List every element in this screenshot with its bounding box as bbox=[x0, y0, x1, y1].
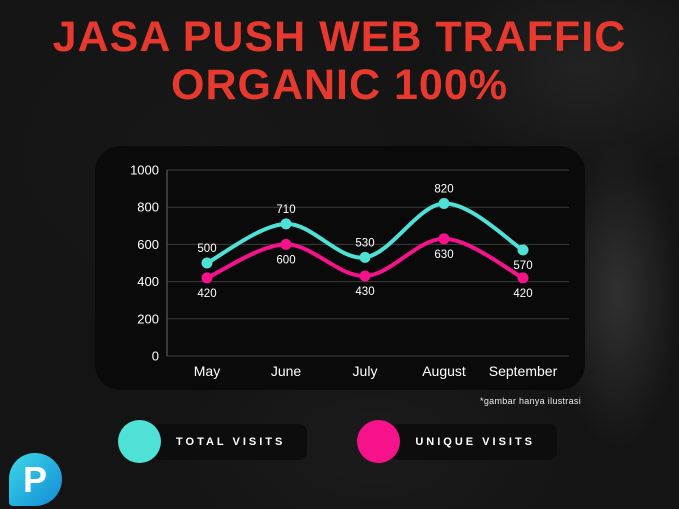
data-point bbox=[201, 257, 213, 269]
data-point bbox=[280, 218, 292, 230]
data-label: 430 bbox=[355, 286, 374, 298]
data-label: 530 bbox=[355, 237, 374, 249]
data-point bbox=[438, 198, 450, 209]
x-tick-label: July bbox=[353, 363, 378, 379]
data-point bbox=[359, 270, 371, 282]
legend-item-unique-visits: UNIQUE VISITS bbox=[357, 420, 558, 463]
x-tick-label: September bbox=[489, 363, 558, 379]
title-line-2: ORGANIC 100% bbox=[171, 60, 508, 109]
data-label: 630 bbox=[434, 249, 453, 261]
legend-dot-total-visits bbox=[118, 420, 161, 463]
data-label: 710 bbox=[276, 204, 295, 216]
y-tick-label: 800 bbox=[137, 200, 159, 215]
legend-label-unique-visits: UNIQUE VISITS bbox=[391, 423, 558, 460]
x-tick-label: August bbox=[422, 363, 466, 379]
data-point bbox=[201, 272, 213, 284]
x-tick-label: May bbox=[194, 363, 220, 379]
y-tick-label: 400 bbox=[137, 274, 159, 289]
data-label: 570 bbox=[513, 260, 532, 272]
data-point bbox=[517, 244, 529, 256]
data-point bbox=[438, 233, 450, 245]
legend-label-total-visits: TOTAL VISITS bbox=[152, 423, 308, 460]
traffic-line-chart: 0 200 400 600 800 1000 May June July August Septem… bbox=[130, 163, 569, 379]
data-label: 420 bbox=[513, 288, 532, 300]
data-label: 600 bbox=[276, 254, 295, 266]
data-point bbox=[517, 272, 529, 284]
data-label: 500 bbox=[197, 243, 216, 255]
disclaimer-note: *gambar hanya ilustrasi bbox=[480, 396, 581, 406]
logo-droplet-shape bbox=[9, 453, 62, 506]
brand-logo: P bbox=[9, 453, 62, 506]
data-label: 820 bbox=[434, 184, 453, 196]
y-tick-label: 600 bbox=[137, 237, 159, 252]
y-tick-label: 200 bbox=[137, 311, 159, 326]
legend-dot-unique-visits bbox=[357, 420, 401, 463]
x-tick-label: June bbox=[271, 363, 302, 379]
data-label: 420 bbox=[197, 288, 216, 300]
legend-item-total-visits: TOTAL VISITS bbox=[118, 420, 308, 463]
chart-panel: 0 200 400 600 800 1000 May June July August Septem… bbox=[95, 146, 585, 390]
y-tick-label: 0 bbox=[152, 349, 159, 364]
legend: TOTAL VISITS UNIQUE VISITS bbox=[118, 420, 558, 463]
data-point bbox=[280, 238, 292, 250]
y-tick-label: 1000 bbox=[130, 163, 159, 178]
title-line-1: JASA PUSH WEB TRAFFIC bbox=[52, 13, 627, 61]
logo-letter: P bbox=[23, 459, 47, 500]
data-point bbox=[359, 251, 371, 263]
poster-title: JASA PUSH WEB TRAFFIC ORGANIC 100% bbox=[0, 13, 679, 109]
